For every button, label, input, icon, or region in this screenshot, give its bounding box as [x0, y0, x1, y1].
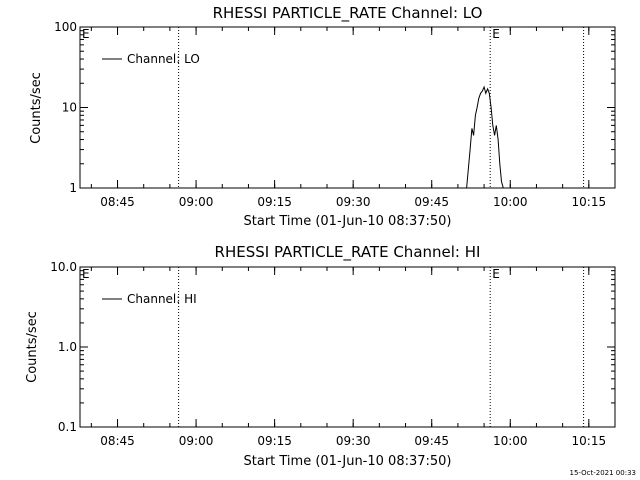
x-tick-label: 10:00	[493, 195, 528, 209]
footer-timestamp: 15-Oct-2021 00:33	[570, 469, 636, 477]
y-tick-label: 10	[62, 101, 77, 115]
x-tick-label: 08:45	[100, 195, 135, 209]
y-tick-label: 1	[69, 181, 77, 195]
legend-label: Channel: LO	[127, 52, 200, 66]
y-tick-label: 1.0	[58, 340, 77, 354]
x-tick-label: 10:15	[572, 195, 607, 209]
x-tick-label: 10:15	[572, 434, 607, 448]
y-axis-label: Counts/sec	[29, 72, 44, 144]
x-tick-label: 09:45	[414, 195, 449, 209]
y-tick-label: 100	[54, 20, 77, 34]
corner-label: E	[82, 27, 90, 41]
x-tick-label: 09:45	[414, 434, 449, 448]
x-tick-label: 09:00	[179, 434, 214, 448]
legend-label: Channel: HI	[127, 292, 197, 306]
y-tick-label: 0.1	[58, 420, 77, 434]
chart-panel-hi: RHESSI PARTICLE_RATE Channel: HI Start Ti…	[25, 243, 616, 469]
x-axis-label: Start Time (01-Jun-10 08:37:50)	[244, 214, 452, 229]
time-marker-label: E	[492, 27, 500, 41]
y-axis-label: Counts/sec	[25, 311, 40, 383]
chart-title: RHESSI PARTICLE_RATE Channel: LO	[213, 4, 483, 23]
x-axis-label: Start Time (01-Jun-10 08:37:50)	[244, 454, 452, 469]
corner-label: E	[82, 267, 90, 281]
x-tick-label: 09:30	[336, 434, 371, 448]
plot-frame	[79, 266, 616, 428]
time-marker-label: E	[492, 267, 500, 281]
chart-panel-lo: RHESSI PARTICLE_RATE Channel: LO Start Ti…	[29, 4, 616, 229]
y-tick-label: 10.0	[50, 260, 77, 274]
x-tick-label: 09:15	[257, 434, 292, 448]
x-tick-label: 09:15	[257, 195, 292, 209]
x-tick-label: 09:30	[336, 195, 371, 209]
series-line	[466, 85, 504, 188]
x-tick-label: 08:45	[100, 434, 135, 448]
x-tick-label: 09:00	[179, 195, 214, 209]
x-tick-label: 10:00	[493, 434, 528, 448]
chart-title: RHESSI PARTICLE_RATE Channel: HI	[215, 243, 481, 262]
